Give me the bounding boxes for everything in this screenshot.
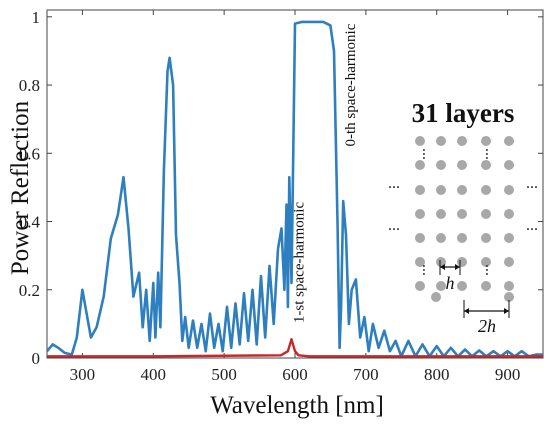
lattice-dot [415, 281, 425, 291]
lattice-ellipsis: ... [482, 148, 499, 160]
lattice-dot [481, 233, 491, 243]
lattice-dot [415, 233, 425, 243]
x-tick-label: 700 [353, 365, 379, 384]
y-ticks: 0 0.2 0.4 0.6 0.8 1 [19, 8, 543, 368]
lattice-dot [504, 292, 514, 302]
y-tick-label: 0.6 [19, 144, 40, 163]
lattice-dot [457, 281, 467, 291]
series-line-1 [47, 338, 543, 358]
lattice-dot [504, 185, 514, 195]
lattice-dot [436, 185, 446, 195]
y-tick-label: 0.4 [19, 213, 41, 232]
lattice-dot [431, 292, 441, 302]
lattice-dot [436, 257, 446, 267]
lattice-dots [415, 136, 514, 302]
lattice-ellipsis: ... [526, 175, 538, 192]
x-axis-title: Wavelength [nm] [210, 392, 384, 419]
lattice-dot [415, 185, 425, 195]
x-tick-label: 900 [495, 365, 521, 384]
lattice-dot [415, 136, 425, 146]
lattice-dot [481, 185, 491, 195]
lattice-dot [436, 136, 446, 146]
series-line-0 [46, 20, 543, 358]
lattice-ellipsis: ... [388, 217, 400, 234]
lattice-dot [504, 136, 514, 146]
inset-lattice: 31 layers ........................ h 2h [388, 98, 538, 336]
lattice-dot [436, 281, 446, 291]
lattice-dot [481, 281, 491, 291]
lattice-ellipsis: ... [482, 264, 499, 276]
dim-h-label: h [446, 273, 455, 293]
lattice-dot [504, 160, 514, 170]
lattice-dot [415, 209, 425, 219]
x-tick-label: 600 [282, 365, 308, 384]
lattice-dot [457, 136, 467, 146]
lattice-dot [504, 281, 514, 291]
lattice-ellipsis: ... [419, 148, 436, 160]
lattice-dot [457, 257, 467, 267]
annotation-first-harmonic: 1-st space-harmonic [292, 202, 308, 324]
lattice-dot [504, 233, 514, 243]
y-tick-label: 0.2 [19, 281, 40, 300]
series-layer [46, 20, 543, 358]
lattice-dot [457, 185, 467, 195]
lattice-dot [436, 160, 446, 170]
lattice-dot [504, 257, 514, 267]
dim-2h-label: 2h [478, 316, 496, 336]
lattice-dot [457, 160, 467, 170]
lattice-dot [457, 233, 467, 243]
lattice-ellipsis: ... [526, 217, 538, 234]
y-tick-label: 1 [32, 8, 41, 27]
y-axis-title: Power Reflection [7, 100, 34, 275]
y-tick-label: 0 [32, 349, 41, 368]
y-tick-label: 0.8 [19, 76, 40, 95]
annotation-zeroth-harmonic: 0-th space-harmonic [343, 23, 359, 146]
lattice-ellipsis: ... [388, 175, 400, 192]
x-tick-label: 300 [70, 365, 96, 384]
lattice-dot [481, 160, 491, 170]
lattice-ellipsis: ... [419, 264, 436, 276]
lattice-dot [415, 160, 425, 170]
lattice-dot [436, 233, 446, 243]
x-tick-label: 500 [211, 365, 237, 384]
dim-2h-arrowhead-right [504, 308, 509, 314]
lattice-ellipses: ........................ [388, 148, 538, 276]
inset-title: 31 layers [412, 98, 515, 128]
x-tick-label: 800 [424, 365, 450, 384]
dim-2h-arrowhead-left [464, 308, 469, 314]
lattice-dot [481, 257, 491, 267]
lattice-dot [481, 136, 491, 146]
lattice-dot [415, 257, 425, 267]
dim-h-arrowhead-right [455, 264, 460, 270]
x-tick-label: 400 [141, 365, 167, 384]
lattice-dot [436, 209, 446, 219]
lattice-dot [481, 209, 491, 219]
x-ticks: 300 400 500 600 700 800 900 [70, 10, 521, 384]
lattice-dot [504, 209, 514, 219]
dim-h-arrowhead-left [440, 264, 445, 270]
lattice-dot [457, 209, 467, 219]
